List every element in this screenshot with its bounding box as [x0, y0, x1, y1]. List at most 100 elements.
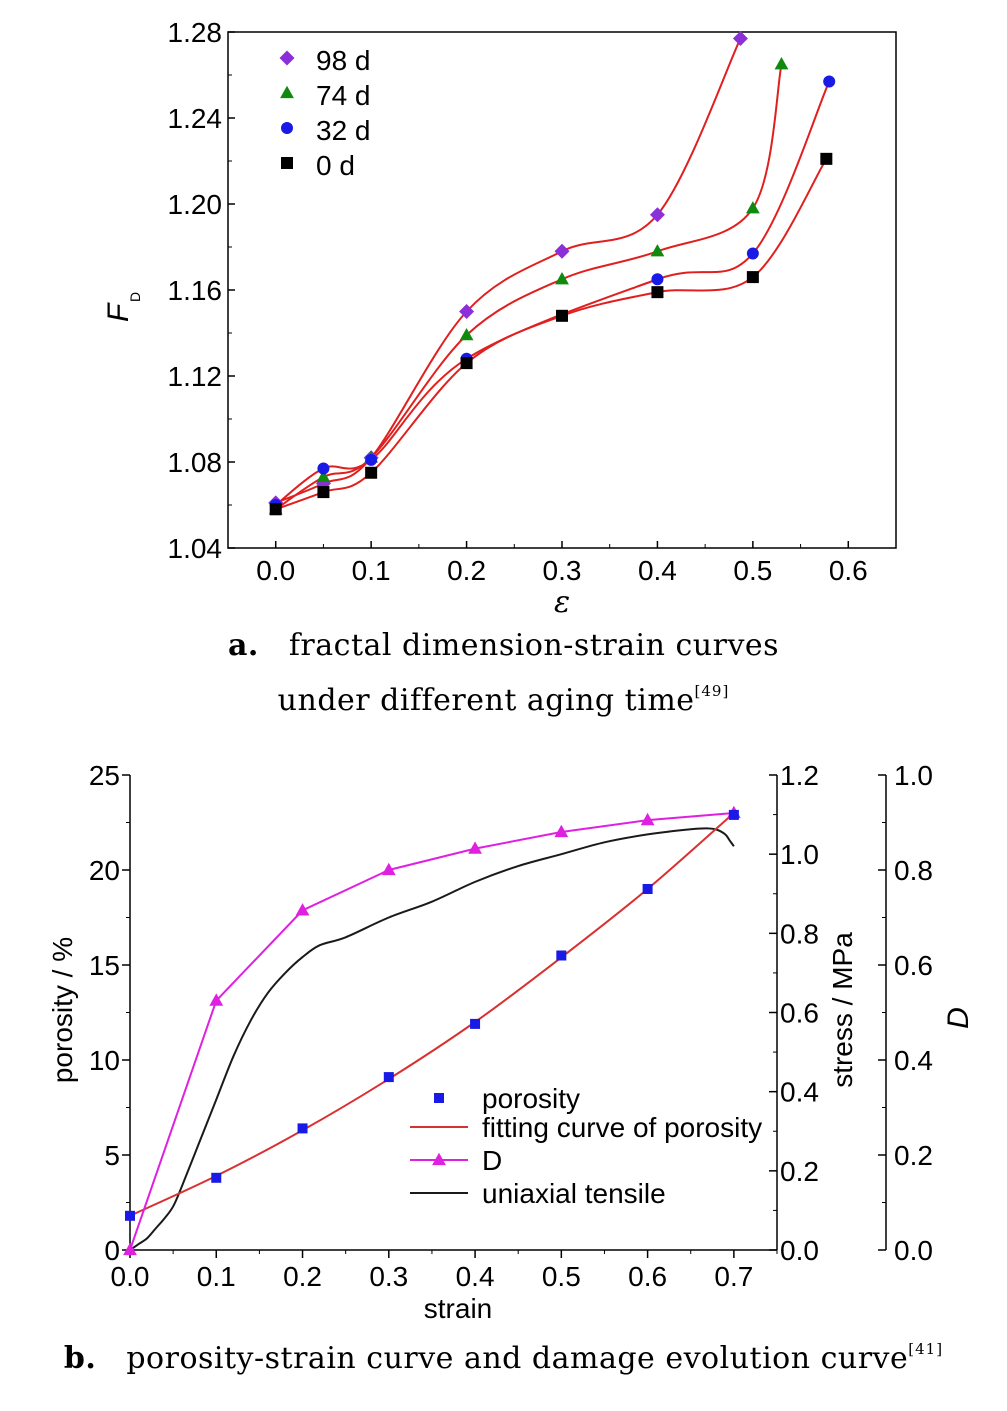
left-tick-label: 0: [104, 1235, 120, 1266]
legend-label: uniaxial tensile: [482, 1178, 666, 1209]
x-tick-label: 0.4: [456, 1261, 495, 1292]
data-point: [317, 462, 330, 475]
stress-axis-label: stress / MPa: [827, 932, 858, 1088]
caption-a-ref: [49]: [694, 682, 730, 700]
caption-a-text: fractal dimension-strain curves: [288, 628, 780, 663]
data-point: [555, 272, 569, 285]
legend-marker-porosity: [434, 1093, 444, 1103]
d-tick-label: 0.2: [894, 1140, 933, 1171]
legend-label: porosity: [482, 1083, 580, 1114]
data-point: [365, 453, 378, 466]
data-point: [316, 469, 331, 483]
caption-b: b. porosity-strain curve and damage evolu…: [0, 1340, 1007, 1376]
d-tick-label: 1.0: [894, 760, 933, 791]
data-point: [459, 304, 475, 319]
x-tick-label: 0.6: [829, 555, 868, 586]
left-tick-label: 15: [89, 950, 120, 981]
chart-fractal-dimension: 0.0 0.1 0.2 0.3 0.4 0.5 0.6 1.04 1.08 1.12 1.16 1.2…: [102, 17, 897, 620]
stress-tick-label: 1.0: [780, 839, 819, 870]
left-axis-label: porosity / %: [47, 937, 78, 1083]
y-axis-label: F: [102, 302, 135, 322]
x-tick-label: 0.5: [733, 555, 772, 586]
caption-a-text2: under different aging time: [277, 683, 695, 718]
legend-marker: [281, 157, 293, 169]
x-tick-label: 0.0: [111, 1261, 150, 1292]
legend-marker: [280, 85, 294, 99]
y-tick-label: 1.04: [168, 533, 223, 564]
y-tick-label: 1.24: [168, 103, 223, 134]
stress-tick-label: 0.4: [780, 1077, 819, 1108]
d-tick-label: 0.6: [894, 950, 933, 981]
x-tick-label: 0.3: [369, 1261, 408, 1292]
d-point: [468, 841, 482, 854]
data-point: [746, 271, 759, 284]
data-point: [651, 286, 664, 299]
porosity-point: [556, 950, 567, 961]
d-point: [640, 812, 655, 826]
y-tick-label: 1.12: [168, 361, 223, 392]
x-tick-label: 0.7: [714, 1261, 753, 1292]
left-tick-label: 10: [89, 1045, 120, 1076]
left-tick-label: 5: [104, 1140, 120, 1171]
stress-tick-label: 0.2: [780, 1156, 819, 1187]
x-tick-label: 0.1: [352, 555, 391, 586]
d-point: [295, 903, 310, 916]
y-tick-label: 1.20: [168, 189, 223, 220]
data-point: [774, 57, 789, 70]
tensile-curve: [129, 827, 735, 1251]
porosity-point: [383, 1072, 394, 1083]
data-point: [556, 309, 568, 322]
y-tick-label: 1.16: [168, 275, 223, 306]
porosity-point: [211, 1172, 222, 1183]
porosity-point: [297, 1123, 308, 1134]
caption-a-line2: under different aging time[49]: [0, 682, 1007, 718]
x-tick-label: 0.1: [197, 1261, 236, 1292]
data-point: [365, 466, 378, 479]
data-point: [460, 357, 473, 370]
legend-marker: [279, 50, 295, 66]
caption-b-text: porosity-strain curve and damage evoluti…: [126, 1341, 909, 1376]
d-tick-label: 0.4: [894, 1045, 933, 1076]
stress-tick-label: 0.8: [780, 918, 819, 949]
data-point: [732, 30, 748, 46]
data-point: [823, 75, 836, 88]
stress-tick-label: 1.2: [780, 760, 819, 791]
y-tick-label: 1.08: [168, 447, 223, 478]
porosity-point: [125, 1210, 135, 1221]
d-point: [554, 824, 569, 838]
legend-label: fitting curve of porosity: [482, 1112, 762, 1143]
x-tick-label: 0.4: [638, 555, 677, 586]
data-point: [745, 201, 760, 214]
x-tick-label: 0.2: [447, 555, 486, 586]
fit-curve: [275, 38, 742, 504]
legend-marker: [281, 122, 293, 134]
caption-b-ref: [41]: [908, 1340, 944, 1358]
x-tick-label: 0.2: [283, 1261, 322, 1292]
x-tick-label: 0.3: [543, 555, 582, 586]
porosity-point: [470, 1018, 481, 1029]
d-tick-label: 0.8: [894, 855, 933, 886]
legend-label: 32 d: [316, 115, 371, 146]
porosity-fit-curve: [129, 812, 735, 1217]
x-axis-label: strain: [424, 1293, 492, 1324]
y-tick-label: 1.28: [168, 17, 223, 48]
caption-a-label: a.: [227, 628, 259, 663]
legend-label: 98 d: [316, 45, 371, 76]
x-tick-label: 0.6: [628, 1261, 667, 1292]
x-axis-label: ε: [554, 585, 570, 620]
data-point: [650, 244, 665, 257]
d-line: [129, 812, 734, 1251]
d-point: [209, 993, 224, 1006]
d-point: [381, 862, 396, 876]
y-axis-label-subscript: D: [127, 292, 143, 302]
data-point: [651, 273, 664, 286]
d-point: [123, 1242, 137, 1256]
x-tick-label: 0.5: [542, 1261, 581, 1292]
legend-marker-d: [432, 1152, 446, 1166]
data-point: [317, 486, 330, 499]
legend-label: D: [482, 1145, 502, 1176]
data-point: [269, 503, 282, 516]
left-tick-label: 25: [89, 760, 120, 791]
stress-tick-label: 0.0: [780, 1235, 819, 1266]
